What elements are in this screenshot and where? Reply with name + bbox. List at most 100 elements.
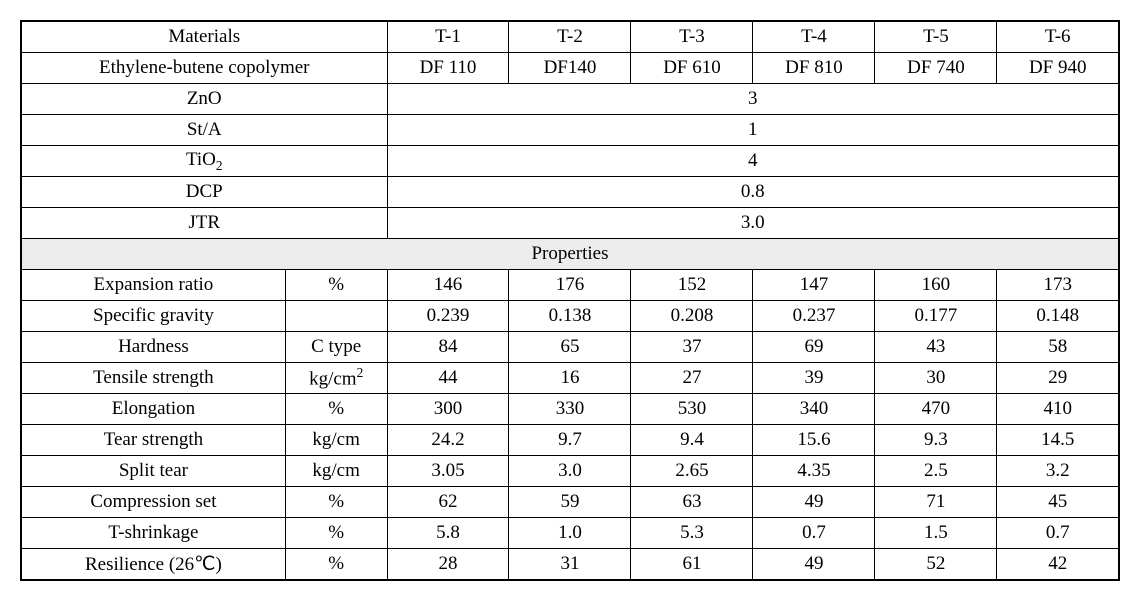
property-value-6-5: 3.2 xyxy=(997,456,1119,487)
property-value-8-0: 5.8 xyxy=(387,518,509,549)
property-value-7-1: 59 xyxy=(509,487,631,518)
column-header-1: T-1 xyxy=(387,21,509,53)
property-value-3-5: 29 xyxy=(997,363,1119,394)
property-value-2-5: 58 xyxy=(997,332,1119,363)
property-value-1-3: 0.237 xyxy=(753,301,875,332)
material-row-value-2: 4 xyxy=(387,146,1119,177)
property-value-9-5: 42 xyxy=(997,549,1119,581)
materials-header: Materials xyxy=(21,21,387,53)
material-row-label-4: JTR xyxy=(21,208,387,239)
property-label-2: Hardness xyxy=(21,332,285,363)
property-value-1-5: 0.148 xyxy=(997,301,1119,332)
property-unit-8: % xyxy=(285,518,387,549)
column-header-2: T-2 xyxy=(509,21,631,53)
property-value-1-2: 0.208 xyxy=(631,301,753,332)
properties-header: Properties xyxy=(21,239,1119,270)
property-value-2-0: 84 xyxy=(387,332,509,363)
property-value-3-2: 27 xyxy=(631,363,753,394)
property-value-9-2: 61 xyxy=(631,549,753,581)
property-value-9-1: 31 xyxy=(509,549,631,581)
property-value-8-2: 5.3 xyxy=(631,518,753,549)
property-label-6: Split tear xyxy=(21,456,285,487)
property-value-9-3: 49 xyxy=(753,549,875,581)
property-value-1-1: 0.138 xyxy=(509,301,631,332)
property-value-7-0: 62 xyxy=(387,487,509,518)
property-value-4-2: 530 xyxy=(631,394,753,425)
material-row-value-0: 3 xyxy=(387,84,1119,115)
material-row-value-1: 1 xyxy=(387,115,1119,146)
property-value-8-4: 1.5 xyxy=(875,518,997,549)
property-value-3-0: 44 xyxy=(387,363,509,394)
material-row-label-0: ZnO xyxy=(21,84,387,115)
property-value-5-1: 9.7 xyxy=(509,425,631,456)
property-label-0: Expansion ratio xyxy=(21,270,285,301)
property-label-7: Compression set xyxy=(21,487,285,518)
property-value-4-0: 300 xyxy=(387,394,509,425)
material-row-value-3: 0.8 xyxy=(387,177,1119,208)
property-label-3: Tensile strength xyxy=(21,363,285,394)
material-row-value-4: 3.0 xyxy=(387,208,1119,239)
property-value-7-3: 49 xyxy=(753,487,875,518)
property-value-9-4: 52 xyxy=(875,549,997,581)
property-value-6-0: 3.05 xyxy=(387,456,509,487)
property-value-2-2: 37 xyxy=(631,332,753,363)
materials-properties-table: MaterialsT-1T-2T-3T-4T-5T-6 Ethylene-bute… xyxy=(20,20,1120,581)
material-row-label-1: St/A xyxy=(21,115,387,146)
property-value-1-4: 0.177 xyxy=(875,301,997,332)
property-value-5-2: 9.4 xyxy=(631,425,753,456)
ethylene-value-4: DF 810 xyxy=(753,53,875,84)
property-value-2-1: 65 xyxy=(509,332,631,363)
property-value-4-5: 410 xyxy=(997,394,1119,425)
property-value-0-5: 173 xyxy=(997,270,1119,301)
property-value-5-0: 24.2 xyxy=(387,425,509,456)
ethylene-value-5: DF 740 xyxy=(875,53,997,84)
column-header-6: T-6 xyxy=(997,21,1119,53)
column-header-5: T-5 xyxy=(875,21,997,53)
property-unit-6: kg/cm xyxy=(285,456,387,487)
property-value-9-0: 28 xyxy=(387,549,509,581)
ethylene-value-2: DF140 xyxy=(509,53,631,84)
property-label-8: T-shrinkage xyxy=(21,518,285,549)
property-value-7-4: 71 xyxy=(875,487,997,518)
material-row-label-3: DCP xyxy=(21,177,387,208)
ethylene-value-3: DF 610 xyxy=(631,53,753,84)
property-unit-3: kg/cm2 xyxy=(285,363,387,394)
property-value-8-1: 1.0 xyxy=(509,518,631,549)
property-unit-4: % xyxy=(285,394,387,425)
property-unit-0: % xyxy=(285,270,387,301)
property-value-5-3: 15.6 xyxy=(753,425,875,456)
property-unit-2: C type xyxy=(285,332,387,363)
property-unit-7: % xyxy=(285,487,387,518)
property-value-6-2: 2.65 xyxy=(631,456,753,487)
property-value-4-3: 340 xyxy=(753,394,875,425)
property-value-2-3: 69 xyxy=(753,332,875,363)
property-value-6-3: 4.35 xyxy=(753,456,875,487)
ethylene-value-1: DF 110 xyxy=(387,53,509,84)
property-value-6-4: 2.5 xyxy=(875,456,997,487)
property-value-5-5: 14.5 xyxy=(997,425,1119,456)
property-value-0-1: 176 xyxy=(509,270,631,301)
property-value-4-4: 470 xyxy=(875,394,997,425)
property-value-4-1: 330 xyxy=(509,394,631,425)
property-value-0-2: 152 xyxy=(631,270,753,301)
ethylene-label: Ethylene-butene copolymer xyxy=(21,53,387,84)
property-unit-5: kg/cm xyxy=(285,425,387,456)
property-unit-9: % xyxy=(285,549,387,581)
property-value-0-0: 146 xyxy=(387,270,509,301)
property-label-9: Resilience (26℃) xyxy=(21,549,285,581)
property-label-1: Specific gravity xyxy=(21,301,285,332)
property-label-4: Elongation xyxy=(21,394,285,425)
property-value-3-3: 39 xyxy=(753,363,875,394)
material-row-label-2: TiO2 xyxy=(21,146,387,177)
property-value-6-1: 3.0 xyxy=(509,456,631,487)
property-value-2-4: 43 xyxy=(875,332,997,363)
property-value-0-3: 147 xyxy=(753,270,875,301)
property-value-7-2: 63 xyxy=(631,487,753,518)
property-value-8-3: 0.7 xyxy=(753,518,875,549)
ethylene-value-6: DF 940 xyxy=(997,53,1119,84)
property-value-5-4: 9.3 xyxy=(875,425,997,456)
property-value-0-4: 160 xyxy=(875,270,997,301)
column-header-4: T-4 xyxy=(753,21,875,53)
column-header-3: T-3 xyxy=(631,21,753,53)
property-value-8-5: 0.7 xyxy=(997,518,1119,549)
